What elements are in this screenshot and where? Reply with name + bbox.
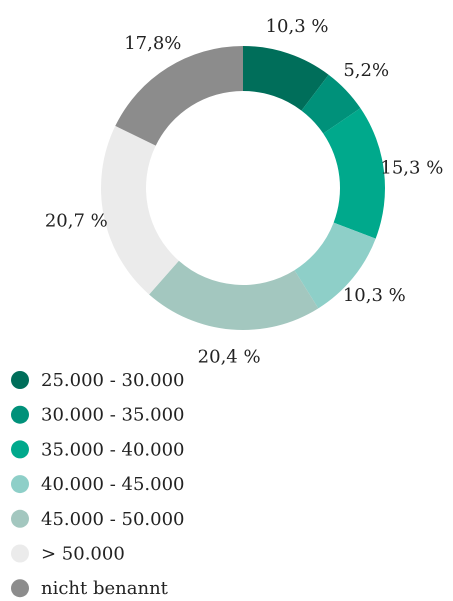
data-label: 17,8% xyxy=(124,33,181,54)
donut-segment xyxy=(294,222,376,309)
legend-label: nicht benannt xyxy=(41,578,169,599)
legend-swatch xyxy=(11,371,29,389)
donut-segment xyxy=(115,46,243,146)
data-label: 10,3 % xyxy=(266,16,329,37)
legend-swatch xyxy=(11,475,29,494)
legend-label: 30.000 - 35.000 xyxy=(41,405,185,426)
donut-segment xyxy=(149,260,319,330)
donut-segment xyxy=(100,125,179,295)
data-label: 20,7 % xyxy=(45,210,108,231)
legend-swatch xyxy=(11,405,29,424)
legend-label: 40.000 - 45.000 xyxy=(41,474,185,495)
legend-label: > 50.000 xyxy=(41,544,125,565)
donut-segment xyxy=(323,108,385,239)
data-label: 10,3 % xyxy=(343,285,406,306)
legend-swatch xyxy=(11,579,29,598)
legend-swatch xyxy=(11,544,29,563)
donut-segment xyxy=(243,46,329,111)
legend-label: 35.000 - 40.000 xyxy=(41,439,185,460)
legend-label: 45.000 - 50.000 xyxy=(41,509,185,530)
legend-swatch xyxy=(11,440,29,459)
data-label: 20,4 % xyxy=(198,346,261,367)
donut-segment xyxy=(301,74,361,134)
data-label: 15,3 % xyxy=(380,157,443,178)
data-label: 5,2% xyxy=(343,60,389,81)
legend-swatch xyxy=(11,509,29,528)
legend-label: 25.000 - 30.000 xyxy=(41,370,185,391)
